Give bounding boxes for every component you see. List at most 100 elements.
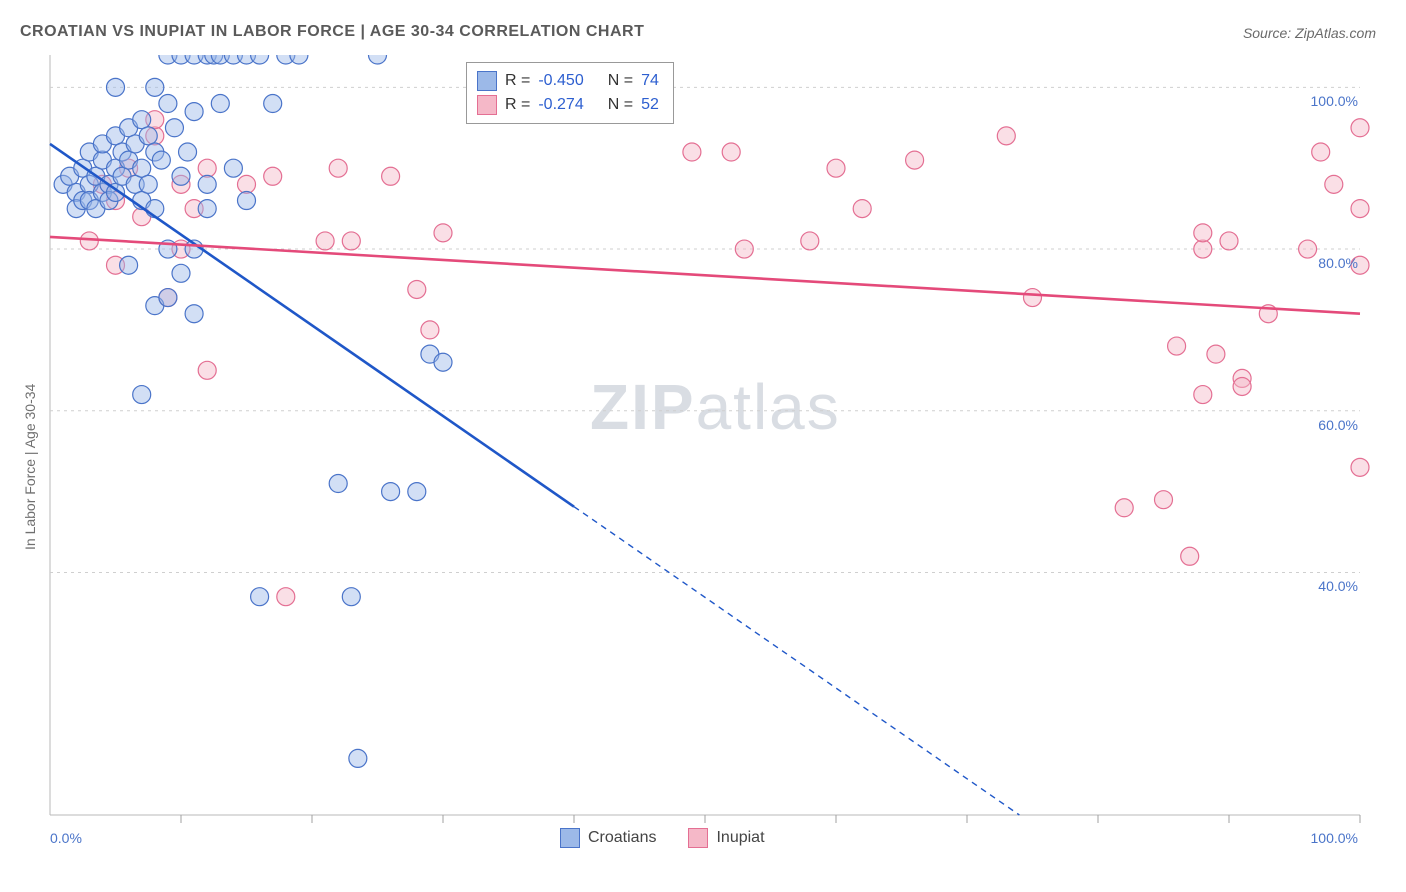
point-croatians: [290, 46, 308, 64]
legend-n-label: N =: [608, 69, 633, 93]
point-croatians: [349, 749, 367, 767]
point-croatians: [152, 151, 170, 169]
point-croatians: [172, 264, 190, 282]
legend-item-inupiat: Inupiat: [688, 828, 764, 848]
point-inupiat: [1299, 240, 1317, 258]
point-croatians: [224, 159, 242, 177]
point-inupiat: [382, 167, 400, 185]
point-inupiat: [735, 240, 753, 258]
point-croatians: [185, 103, 203, 121]
point-inupiat: [198, 361, 216, 379]
trend-line-dashed: [574, 507, 1019, 815]
point-inupiat: [1155, 491, 1173, 509]
legend-row-inupiat: R = -0.274 N = 52: [477, 93, 659, 117]
legend-label: Inupiat: [716, 829, 764, 847]
x-axis-label-right: 100.0%: [1311, 830, 1358, 846]
point-croatians: [139, 175, 157, 193]
point-croatians: [107, 78, 125, 96]
point-inupiat: [1325, 175, 1343, 193]
point-inupiat: [238, 175, 256, 193]
point-inupiat: [1233, 377, 1251, 395]
point-croatians: [198, 200, 216, 218]
point-inupiat: [1194, 386, 1212, 404]
point-inupiat: [1168, 337, 1186, 355]
point-inupiat: [801, 232, 819, 250]
legend-label: Croatians: [588, 829, 656, 847]
swatch-croatians: [560, 828, 580, 848]
swatch-inupiat: [477, 95, 497, 115]
legend-n-value: 74: [641, 69, 659, 93]
point-inupiat: [1351, 458, 1369, 476]
point-croatians: [120, 256, 138, 274]
point-inupiat: [1181, 547, 1199, 565]
point-inupiat: [853, 200, 871, 218]
point-inupiat: [316, 232, 334, 250]
point-inupiat: [342, 232, 360, 250]
point-croatians: [251, 46, 269, 64]
scatter-plot: [0, 0, 1406, 892]
point-croatians: [159, 95, 177, 113]
point-inupiat: [1194, 224, 1212, 242]
point-inupiat: [1220, 232, 1238, 250]
point-inupiat: [408, 280, 426, 298]
point-croatians: [342, 588, 360, 606]
x-axis-label-left: 0.0%: [50, 830, 82, 846]
point-croatians: [329, 475, 347, 493]
point-inupiat: [997, 127, 1015, 145]
point-croatians: [434, 353, 452, 371]
point-croatians: [172, 167, 190, 185]
point-croatians: [133, 111, 151, 129]
legend-row-croatians: R = -0.450 N = 74: [477, 69, 659, 93]
point-croatians: [382, 483, 400, 501]
point-inupiat: [1194, 240, 1212, 258]
point-inupiat: [434, 224, 452, 242]
y-tick-label: 80.0%: [1318, 255, 1358, 271]
series-legend: Croatians Inupiat: [560, 828, 765, 848]
point-croatians: [198, 175, 216, 193]
point-inupiat: [1024, 289, 1042, 307]
swatch-croatians: [477, 71, 497, 91]
legend-r-value: -0.274: [538, 93, 583, 117]
legend-n-value: 52: [641, 93, 659, 117]
point-croatians: [179, 143, 197, 161]
correlation-legend: R = -0.450 N = 74 R = -0.274 N = 52: [466, 62, 674, 124]
point-croatians: [369, 46, 387, 64]
point-croatians: [133, 386, 151, 404]
point-inupiat: [264, 167, 282, 185]
point-inupiat: [1351, 200, 1369, 218]
trend-line: [50, 144, 574, 507]
point-croatians: [146, 78, 164, 96]
legend-n-label: N =: [608, 93, 633, 117]
legend-r-label: R =: [505, 93, 530, 117]
point-inupiat: [421, 321, 439, 339]
point-croatians: [185, 305, 203, 323]
point-inupiat: [1115, 499, 1133, 517]
point-inupiat: [1312, 143, 1330, 161]
point-inupiat: [329, 159, 347, 177]
swatch-inupiat: [688, 828, 708, 848]
point-croatians: [139, 127, 157, 145]
point-inupiat: [906, 151, 924, 169]
y-tick-label: 100.0%: [1311, 93, 1358, 109]
point-croatians: [408, 483, 426, 501]
point-inupiat: [277, 588, 295, 606]
point-croatians: [165, 119, 183, 137]
legend-r-value: -0.450: [538, 69, 583, 93]
point-inupiat: [198, 159, 216, 177]
point-croatians: [159, 289, 177, 307]
legend-r-label: R =: [505, 69, 530, 93]
point-inupiat: [827, 159, 845, 177]
point-inupiat: [1351, 119, 1369, 137]
point-croatians: [238, 192, 256, 210]
point-croatians: [251, 588, 269, 606]
point-inupiat: [1207, 345, 1225, 363]
point-croatians: [133, 159, 151, 177]
y-tick-label: 60.0%: [1318, 417, 1358, 433]
point-croatians: [211, 95, 229, 113]
point-inupiat: [683, 143, 701, 161]
point-croatians: [264, 95, 282, 113]
legend-item-croatians: Croatians: [560, 828, 656, 848]
point-inupiat: [722, 143, 740, 161]
trend-line: [50, 237, 1360, 314]
y-tick-label: 40.0%: [1318, 578, 1358, 594]
